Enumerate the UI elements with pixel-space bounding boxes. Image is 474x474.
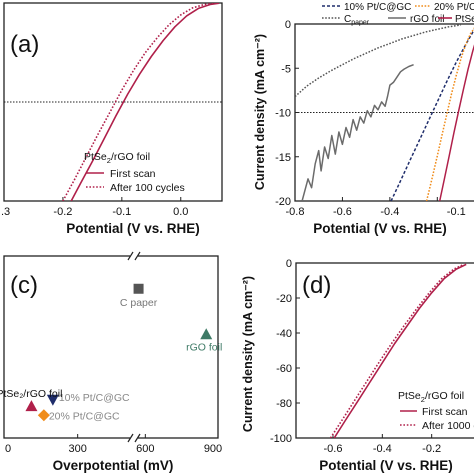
panel-d-legend-title-rest: /rGO foil bbox=[425, 390, 464, 402]
panel-d-legend-title-sub: 2 bbox=[421, 395, 425, 404]
panel-b-x-tick-label: -0.4 bbox=[380, 206, 399, 218]
panel-d-legend-label-after: After 1000 cycles bbox=[422, 420, 474, 432]
panel-a-x-tick-label: .3 bbox=[1, 206, 10, 218]
panel-b-legend-label-cpaper: Cpaper bbox=[344, 14, 370, 27]
panel-a-legend-label-after: After 100 cycles bbox=[110, 182, 185, 194]
panel-b-y-tick-label: -5 bbox=[281, 63, 291, 75]
panel-d: Current density (mA cm⁻²) 0 -20 -40 -60 -80 -… bbox=[241, 258, 474, 473]
panel-b-y-tick-label: -10 bbox=[275, 108, 291, 120]
panel-d-legend-title: PtSe2/rGO foil bbox=[398, 390, 464, 404]
panel-d-legend-label-first: First scan bbox=[422, 406, 468, 418]
panel-c-marker-c-paper bbox=[133, 283, 144, 294]
panel-d-plot-frame bbox=[295, 262, 474, 439]
panel-d-series bbox=[329, 263, 467, 438]
panel-d-x-tick-label: -0.4 bbox=[373, 443, 392, 455]
panel-b-legend-label-rgo: rGO foil bbox=[410, 14, 444, 25]
panel-b-y-tick-label: -20 bbox=[275, 196, 291, 208]
panel-b-series-20-pt-c-gc bbox=[425, 27, 474, 201]
panel-c-axis-break-gap-top bbox=[130, 253, 138, 259]
panel-c-axis-break-mark-4 bbox=[134, 433, 141, 443]
panel-a-legend-title: PtSe2/rGO foil bbox=[84, 151, 150, 165]
panel-b-legend-label-cpaper-main: C bbox=[344, 14, 351, 25]
panel-c-point-label-c-paper: C paper bbox=[120, 297, 158, 309]
panel-c-axis-break-mark-2 bbox=[134, 251, 141, 261]
panel-c-point-label-10-pt-c-gc: 10% Pt/C@GC bbox=[59, 392, 130, 404]
panel-b-y-tick-label: 0 bbox=[285, 19, 291, 31]
panel-b-legend-label-20pt: 20% Pt/C@GC bbox=[434, 2, 474, 13]
panel-c-axis-break bbox=[127, 251, 141, 443]
panel-d-x-tick-label: -0.2 bbox=[422, 443, 441, 455]
panel-d-y-tick-label: -80 bbox=[276, 398, 292, 410]
panel-a-label: (a) bbox=[10, 31, 39, 58]
panel-b-x-tick-label: -0.1 bbox=[447, 206, 466, 218]
panel-c-x-tick-label: 900 bbox=[204, 443, 222, 455]
panel-d-series-first-scan bbox=[333, 263, 467, 438]
panel-b: Current density (mA cm⁻²) 0 -5 -10 -15 -20 -… bbox=[253, 2, 474, 236]
panel-c-marker-10-pt-c-gc bbox=[46, 394, 59, 406]
panel-c-label: (c) bbox=[10, 272, 38, 299]
panel-c-plot-frame bbox=[3, 255, 219, 439]
panel-b-x-tick-label: -0.6 bbox=[333, 206, 352, 218]
panel-a-legend-title-main: PtSe bbox=[84, 151, 107, 163]
panel-d-x-ticks: -0.6 -0.4 -0.2 bbox=[324, 434, 441, 455]
panel-d-label: (d) bbox=[302, 272, 331, 299]
panel-d-series-after-1000-cycles bbox=[329, 263, 465, 438]
panel-c-x-axis-title: Overpotential (mV) bbox=[53, 458, 174, 473]
panel-b-x-tick-label: -0.8 bbox=[286, 206, 305, 218]
panel-b-series-ptse2-rgo-foil bbox=[438, 44, 474, 201]
panel-a-x-axis-title: Potential (V vs. RHE) bbox=[66, 221, 200, 236]
panel-b-x-ticks: -0.8 -0.6 -0.4 -0.1 bbox=[286, 197, 466, 218]
panel-d-legend: PtSe2/rGO foil First scan After 1000 cyc… bbox=[398, 390, 474, 432]
panel-a-legend-title-sub: 2 bbox=[107, 156, 111, 165]
panel-a: (a) .3 -0.2 -0.1 0.0 PtSe2/rGO foil First s… bbox=[1, 2, 223, 236]
panel-b-y-axis-title: Current density (mA cm⁻²) bbox=[253, 34, 267, 190]
panel-b-legend-label-ptse: PtSe bbox=[455, 14, 474, 25]
panel-d-y-tick-label: -60 bbox=[276, 363, 292, 375]
panel-c-x-tick-label: 0 bbox=[5, 443, 11, 455]
panel-a-series bbox=[4, 3, 222, 201]
panel-b-legend-label-10pt: 10% Pt/C@GC bbox=[344, 2, 411, 13]
panel-a-legend-title-rest: /rGO foil bbox=[111, 151, 150, 163]
panel-c-point-label-20-pt-c-gc: 20% Pt/C@GC bbox=[49, 410, 120, 422]
panel-a-x-tick-label: 0.0 bbox=[173, 206, 188, 218]
panel-b-legend-label-cpaper-sub: paper bbox=[351, 20, 370, 27]
panel-d-y-tick-label: -100 bbox=[270, 433, 292, 445]
panel-d-y-axis-title: Current density (mA cm⁻²) bbox=[241, 276, 255, 432]
panel-c-axis-break-mark-3 bbox=[127, 433, 134, 443]
panel-c: (c) 0 300 600 900 C paper rGO foil 10% Pt/C@G… bbox=[0, 251, 222, 473]
panel-b-legend: 10% Pt/C@GC 20% Pt/C@GC Cpaper rGO foil … bbox=[322, 2, 474, 27]
panel-b-x-axis-title: Potential (V vs. RHE) bbox=[313, 221, 447, 236]
panel-c-point-label-ptse-rgo-foil: PtSe₂/rGO foil bbox=[0, 388, 62, 400]
panel-d-legend-title-main: PtSe bbox=[398, 390, 421, 402]
panel-a-x-tick-label: -0.2 bbox=[53, 206, 72, 218]
panel-d-y-tick-label: -20 bbox=[276, 293, 292, 305]
panel-b-series-c-paper bbox=[295, 24, 462, 98]
panel-c-axis-break-gap-bottom bbox=[130, 435, 138, 441]
panel-a-series-first-scan bbox=[70, 3, 220, 201]
panel-d-y-tick-label: -40 bbox=[276, 328, 292, 340]
panel-c-marker-20-pt-c-gc bbox=[37, 409, 50, 422]
panel-d-y-tick-label: 0 bbox=[286, 258, 292, 270]
panel-b-series-rgo-foil bbox=[301, 63, 414, 201]
panel-a-legend: PtSe2/rGO foil First scan After 100 cycl… bbox=[84, 151, 185, 194]
panel-b-y-tick-label: -15 bbox=[275, 152, 291, 164]
panel-d-x-axis-title: Potential (V vs. RHE) bbox=[319, 458, 453, 473]
panel-c-marker-ptse-rgo-foil bbox=[25, 400, 38, 412]
panel-c-x-ticks: 0 300 600 900 bbox=[5, 434, 222, 455]
panel-c-axis-break-mark-1 bbox=[127, 251, 134, 261]
panel-c-point-label-rgo-foil: rGO foil bbox=[186, 341, 222, 353]
panel-a-x-tick-label: -0.1 bbox=[112, 206, 131, 218]
panel-d-y-ticks: 0 -20 -40 -60 -80 -100 bbox=[270, 258, 300, 445]
panel-c-x-tick-label: 600 bbox=[136, 443, 154, 455]
panel-c-marker-rgo-foil bbox=[200, 328, 213, 340]
panel-c-x-tick-label: 300 bbox=[68, 443, 86, 455]
panel-a-legend-label-first: First scan bbox=[110, 168, 156, 180]
panel-a-series-after-100-cycles bbox=[62, 3, 217, 201]
panel-b-series bbox=[295, 24, 474, 201]
panel-a-ticks: .3 -0.2 -0.1 0.0 bbox=[1, 197, 188, 218]
panel-d-x-tick-label: -0.6 bbox=[324, 443, 343, 455]
panel-c-points: C paper rGO foil 10% Pt/C@GC 20% Pt/C@GC PtS… bbox=[0, 283, 222, 422]
